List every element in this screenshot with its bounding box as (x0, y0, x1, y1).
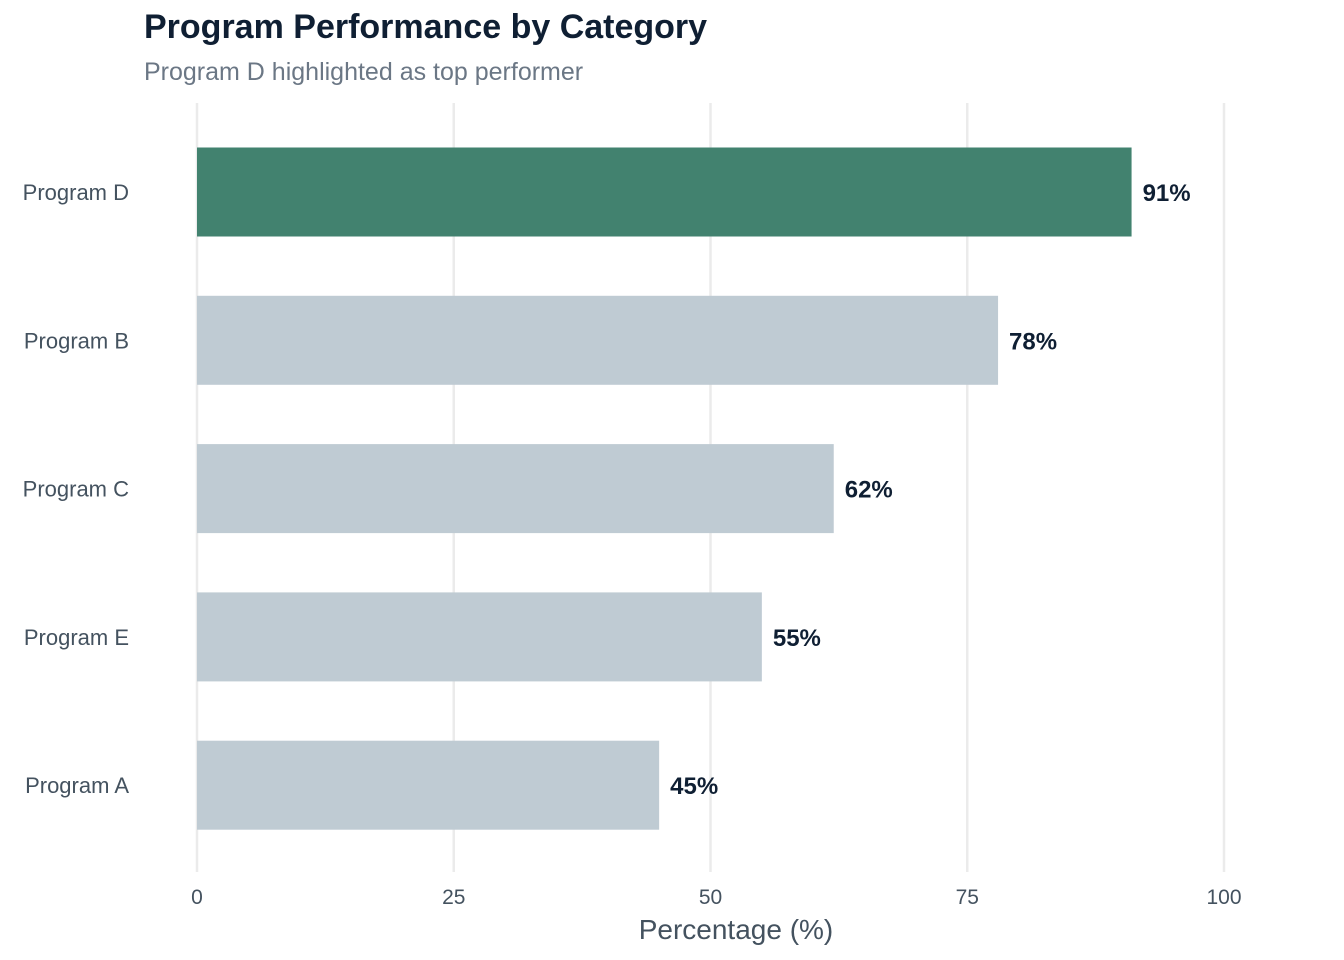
bar (197, 592, 762, 682)
y-tick-label: Program B (24, 328, 129, 353)
chart-subtitle: Program D highlighted as top performer (144, 58, 584, 86)
bar (197, 147, 1132, 237)
x-tick-label: 50 (699, 886, 722, 909)
y-tick-label: Program D (23, 180, 129, 205)
bars (197, 147, 1132, 830)
x-tick-label: 100 (1206, 886, 1241, 909)
data-label: 78% (1009, 328, 1057, 355)
y-tick-label: Program C (23, 477, 129, 502)
bar (197, 444, 834, 534)
x-tick-label: 0 (191, 886, 203, 909)
data-label: 62% (845, 477, 893, 504)
y-tick-label: Program E (24, 625, 129, 650)
bar (197, 295, 999, 385)
bar (197, 740, 660, 830)
chart-title: Program Performance by Category (144, 8, 708, 46)
data-label: 55% (773, 625, 821, 652)
x-tick-label: 25 (442, 886, 465, 909)
data-label: 91% (1143, 180, 1191, 207)
x-axis-title: Percentage (%) (639, 914, 834, 945)
x-tick-label: 75 (956, 886, 979, 909)
y-tick-label: Program A (25, 773, 129, 798)
data-label: 45% (670, 773, 718, 800)
labels: 0 25 50 75 100 Program D 91% Program B 78% Progra… (23, 180, 1242, 909)
